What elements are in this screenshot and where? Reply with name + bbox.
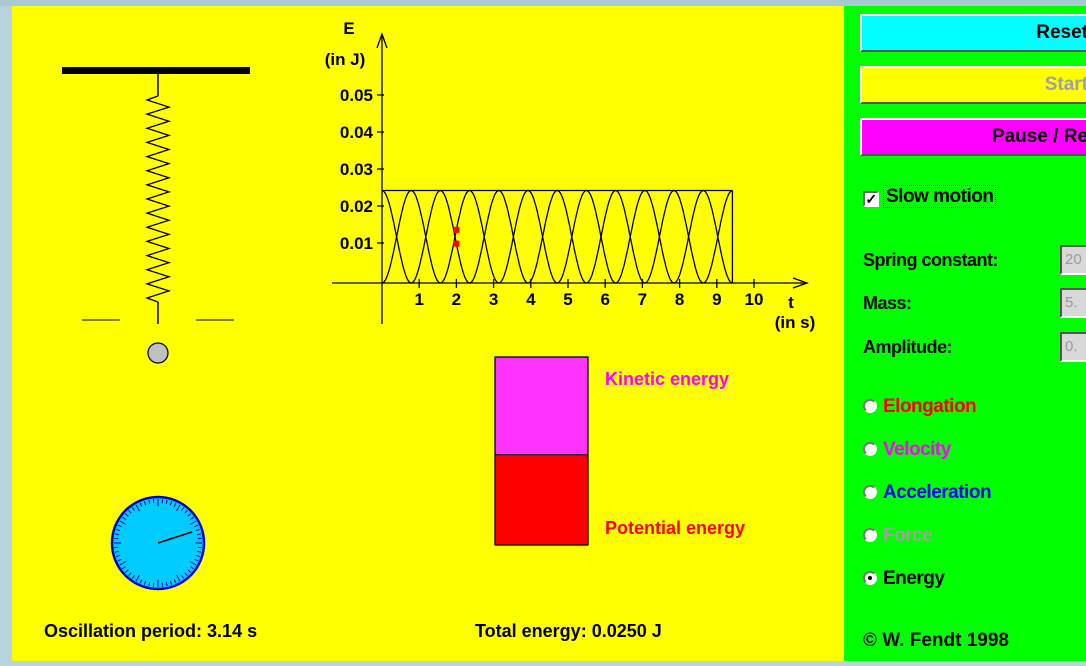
kinetic-energy-curve <box>382 191 732 284</box>
x-tick-label: 3 <box>489 290 498 309</box>
mass-input[interactable]: 5. <box>1060 288 1086 318</box>
radio-force[interactable]: Force <box>863 525 932 547</box>
radio-label: Acceleration <box>883 482 991 503</box>
spring-pendulum <box>62 67 250 363</box>
slow-motion-label: Slow motion <box>883 185 996 208</box>
pause-resume-button[interactable]: Pause / Re <box>860 118 1086 156</box>
radio-elongation[interactable]: Elongation <box>863 396 976 418</box>
x-axis-label: t <box>788 293 794 312</box>
energy-graph: E (in J) 0.05 0.04 0.03 0.02 0.01 1 2 3 4 5 6 7 8 9 1… <box>325 19 816 332</box>
copyright: © W. Fendt 1998 <box>863 630 1009 652</box>
mass-label: Mass: <box>863 293 912 314</box>
spring-coil <box>147 96 169 302</box>
spring-constant-label: Spring constant: <box>863 250 998 271</box>
x-tick-label: 2 <box>452 290 461 309</box>
spring-constant-input[interactable]: 20 <box>1060 245 1086 275</box>
x-tick-label: 4 <box>526 290 536 309</box>
amplitude-input[interactable]: 0. <box>1060 332 1086 362</box>
potential-energy-curve <box>382 191 732 284</box>
radio-energy[interactable]: Energy <box>863 568 944 590</box>
amplitude-label: Amplitude: <box>863 337 952 358</box>
radio-label: Velocity <box>883 439 951 460</box>
simulation-area: E (in J) 0.05 0.04 0.03 0.02 0.01 1 2 3 4 5 6 7 8 9 1… <box>12 6 844 661</box>
y-tick-label: 0.02 <box>340 197 373 216</box>
start-button[interactable]: Start <box>860 66 1086 104</box>
radio-velocity[interactable]: Velocity <box>863 439 951 461</box>
radio-label: Force <box>883 525 932 546</box>
energy-bar: Kinetic energy Potential energy <box>495 357 745 545</box>
radio-button-icon[interactable] <box>863 485 877 499</box>
x-tick-label: 10 <box>745 290 764 309</box>
x-tick-label: 1 <box>414 290 423 309</box>
x-tick-label: 8 <box>675 290 684 309</box>
y-tick-label: 0.03 <box>340 160 373 179</box>
energy-marker-upper <box>453 227 459 233</box>
checkmark-icon[interactable]: ✓ <box>863 191 879 207</box>
y-tick-label: 0.04 <box>340 123 374 142</box>
y-axis-unit: (in J) <box>325 50 366 69</box>
radio-button-icon[interactable] <box>863 528 877 542</box>
reset-button[interactable]: Reset <box>860 14 1086 52</box>
radio-button-icon[interactable] <box>863 442 877 456</box>
pendulum-mass <box>148 343 168 363</box>
radio-acceleration[interactable]: Acceleration <box>863 482 991 504</box>
ceiling-bar <box>62 67 250 74</box>
x-tick-label: 5 <box>563 290 572 309</box>
x-tick-label: 6 <box>600 290 609 309</box>
radio-label: Energy <box>883 568 944 589</box>
clock <box>112 497 204 589</box>
kinetic-energy-label: Kinetic energy <box>605 369 729 389</box>
oscillation-period-readout: Oscillation period: 3.14 s <box>44 621 257 641</box>
y-tick-label: 0.01 <box>340 234 373 253</box>
energy-marker-lower <box>453 241 459 247</box>
radio-label: Elongation <box>883 396 976 417</box>
radio-button-icon[interactable] <box>863 399 877 413</box>
y-axis-label: E <box>343 19 354 38</box>
total-energy-readout: Total energy: 0.0250 J <box>475 621 662 641</box>
y-tick-label: 0.05 <box>340 86 373 105</box>
simulation-canvas: E (in J) 0.05 0.04 0.03 0.02 0.01 1 2 3 4 5 6 7 8 9 1… <box>12 6 844 661</box>
kinetic-energy-bar <box>495 357 588 455</box>
potential-energy-bar <box>495 455 588 545</box>
x-axis-unit: (in s) <box>775 313 816 332</box>
potential-energy-label: Potential energy <box>605 518 745 538</box>
control-panel: Reset Start Pause / Re ✓Slow motion Spri… <box>844 6 1086 661</box>
radio-button-icon[interactable] <box>863 571 877 585</box>
slow-motion-checkbox[interactable]: ✓Slow motion <box>863 186 996 208</box>
x-tick-label: 7 <box>638 290 647 309</box>
x-tick-label: 9 <box>712 290 721 309</box>
